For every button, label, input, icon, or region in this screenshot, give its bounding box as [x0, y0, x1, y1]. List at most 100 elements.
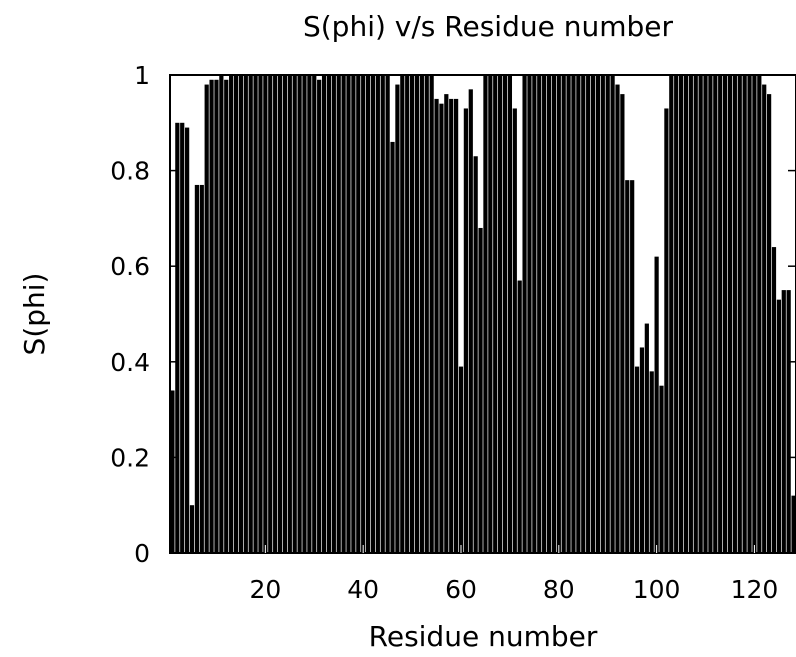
- bar-residue-19: [258, 75, 263, 553]
- bar-residue-40: [361, 75, 366, 553]
- bar-residue-42: [370, 75, 376, 553]
- bar-residue-101: [659, 385, 664, 553]
- bar-residue-128: [791, 495, 796, 553]
- bar-residue-54: [429, 75, 434, 553]
- bar-residue-109: [698, 75, 703, 553]
- bar-residue-60: [458, 366, 464, 553]
- bar-residue-95: [630, 180, 635, 553]
- bar-residue-106: [683, 75, 689, 553]
- bar-residue-117: [737, 75, 742, 553]
- bar-residue-59: [454, 98, 459, 554]
- bar-residue-67: [493, 75, 498, 553]
- bar-residue-110: [703, 75, 708, 553]
- bar-residue-96: [634, 366, 640, 553]
- bar-residue-76: [537, 75, 542, 553]
- bar-residue-65: [483, 75, 488, 553]
- bar-residue-20: [263, 75, 268, 553]
- plot-area-frame: [169, 74, 796, 554]
- bar-residue-116: [732, 75, 737, 553]
- bar-residue-98: [644, 323, 649, 553]
- bar-residue-4: [185, 127, 190, 553]
- bar-residue-3: [180, 122, 185, 554]
- bar-residue-6: [194, 184, 200, 553]
- bar-residue-88: [595, 75, 601, 553]
- bar-residue-123: [767, 94, 772, 554]
- bar-residue-99: [649, 371, 654, 553]
- bar-residue-14: [233, 75, 239, 553]
- y-tick-label: 0.4: [110, 348, 150, 377]
- bar-residue-51: [414, 75, 420, 553]
- bar-residue-93: [620, 94, 625, 554]
- bar-residue-43: [375, 75, 380, 553]
- bar-residue-70: [507, 75, 513, 553]
- bar-residue-17: [248, 75, 253, 553]
- x-tick-label: 80: [543, 575, 575, 604]
- bar-residue-80: [556, 75, 561, 553]
- bar-residue-18: [253, 75, 258, 553]
- bar-residue-71: [512, 108, 517, 554]
- x-tick-label: 60: [445, 575, 477, 604]
- bar-residue-34: [331, 75, 336, 553]
- bar-residue-41: [365, 75, 371, 553]
- bar-residue-24: [282, 75, 288, 553]
- bar-residue-118: [742, 75, 747, 553]
- bar-residue-75: [532, 75, 537, 553]
- bar-residue-37: [346, 75, 351, 553]
- bar-residue-89: [600, 75, 605, 553]
- bar-residue-62: [468, 89, 473, 553]
- bar-residue-7: [199, 184, 204, 553]
- bar-residue-25: [287, 75, 292, 553]
- bar-residue-79: [551, 75, 557, 553]
- bar-residue-83: [571, 75, 576, 553]
- bar-residue-27: [297, 75, 302, 553]
- x-tick-label: 20: [249, 575, 281, 604]
- bar-residue-87: [590, 75, 596, 553]
- y-tick-label: 0.2: [110, 443, 150, 472]
- y-tick-label: 0: [134, 539, 150, 568]
- bar-residue-78: [546, 75, 552, 553]
- y-tick-label: 0.6: [110, 252, 150, 281]
- bar-residue-16: [243, 75, 248, 553]
- bar-residue-61: [463, 108, 468, 554]
- bar-residue-124: [771, 247, 777, 553]
- bars-group: [170, 75, 796, 554]
- x-tick-label: 40: [347, 575, 379, 604]
- bar-residue-84: [576, 75, 581, 553]
- bar-residue-120: [752, 75, 757, 553]
- x-tick-label: 120: [731, 575, 779, 604]
- bar-residue-125: [776, 299, 781, 553]
- bar-residue-22: [273, 75, 278, 553]
- bar-residue-10: [214, 79, 219, 553]
- bar-residue-28: [302, 75, 307, 553]
- bar-residue-74: [527, 75, 532, 553]
- bar-residue-113: [718, 75, 723, 553]
- bar-residue-12: [224, 79, 229, 553]
- bar-residue-108: [693, 75, 698, 553]
- bar-residue-103: [669, 75, 674, 553]
- y-tick-label: 0.8: [110, 157, 150, 186]
- bar-residue-39: [356, 75, 361, 553]
- bar-residue-57: [444, 94, 449, 554]
- x-axis-label: Residue number: [369, 620, 598, 653]
- y-tick-label: 1: [134, 61, 150, 90]
- bar-residue-86: [586, 75, 591, 553]
- bar-residue-119: [747, 75, 752, 553]
- bar-residue-52: [419, 75, 424, 553]
- bar-residue-68: [498, 75, 503, 553]
- bar-residue-30: [312, 75, 317, 553]
- bar-residue-56: [439, 103, 444, 554]
- bar-residue-100: [654, 256, 659, 553]
- bar-residue-90: [605, 75, 610, 553]
- bar-residue-94: [625, 180, 630, 553]
- bar-residue-85: [581, 75, 586, 553]
- bar-residue-48: [400, 75, 405, 553]
- bar-residue-35: [336, 75, 341, 553]
- bar-residue-122: [762, 84, 767, 553]
- bar-residue-32: [321, 75, 327, 553]
- bar-residue-69: [502, 75, 508, 553]
- bar-residue-50: [409, 75, 415, 553]
- bar-residue-58: [449, 98, 454, 554]
- bar-residue-33: [326, 75, 332, 553]
